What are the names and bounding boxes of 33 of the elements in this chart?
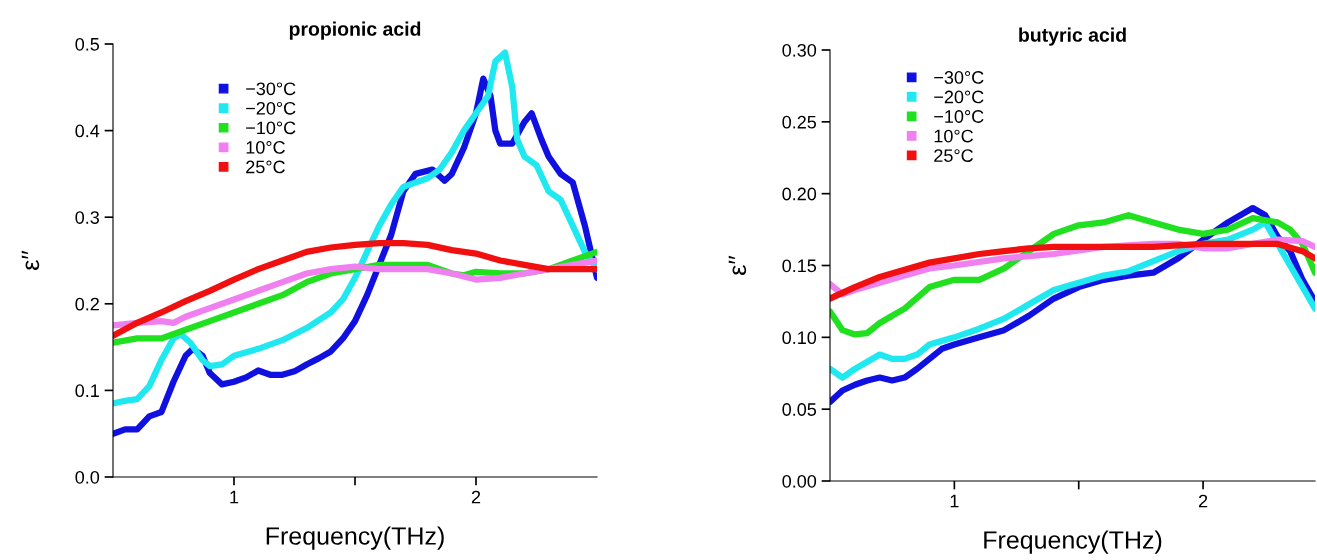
legend-label: −10°C [934, 110, 984, 123]
y-tick-label: 0.30 [782, 43, 817, 57]
y-tick-label: 0.15 [782, 259, 817, 273]
legend-label: −30°C [246, 82, 296, 96]
legend-label: −20°C [246, 101, 296, 115]
legend-label: 10°C [934, 129, 973, 143]
y-tick-label: 0.25 [782, 115, 817, 129]
x-tick-label: 1 [950, 494, 959, 508]
y-tick-label: 0.5 [75, 37, 100, 51]
y-tick-label: 0.05 [782, 403, 817, 416]
chart-title: butyric acid [1019, 27, 1126, 46]
x-axis-title: Frequency(THz) [984, 530, 1162, 554]
x-tick-label: 2 [1198, 494, 1208, 508]
legend-label: 25°C [934, 149, 973, 162]
y-axis-title: ε′′ [21, 250, 40, 270]
x-tick-label: 1 [230, 490, 239, 504]
legend-label: 10°C [246, 141, 285, 154]
y-tick-label: 0.4 [75, 124, 100, 138]
y-tick-label: 0.10 [782, 331, 817, 345]
y-tick-label: 0.0 [75, 470, 100, 484]
legend-label: −10°C [246, 121, 296, 135]
y-tick-label: 0.1 [75, 384, 99, 398]
legend-label: −30°C [934, 71, 984, 84]
y-axis-title: ε′′ [728, 255, 747, 275]
legend-label: 25°C [246, 160, 285, 174]
y-tick-label: 0.20 [782, 187, 817, 201]
y-tick-label: 0.00 [782, 474, 817, 488]
chart-title: propionic acid [289, 21, 421, 40]
x-axis-title: Frequency(THz) [266, 526, 444, 550]
y-tick-label: 0.2 [75, 297, 99, 311]
legend-label: −20°C [934, 90, 984, 104]
y-tick-label: 0.3 [75, 211, 100, 224]
x-tick-label: 2 [471, 490, 481, 504]
